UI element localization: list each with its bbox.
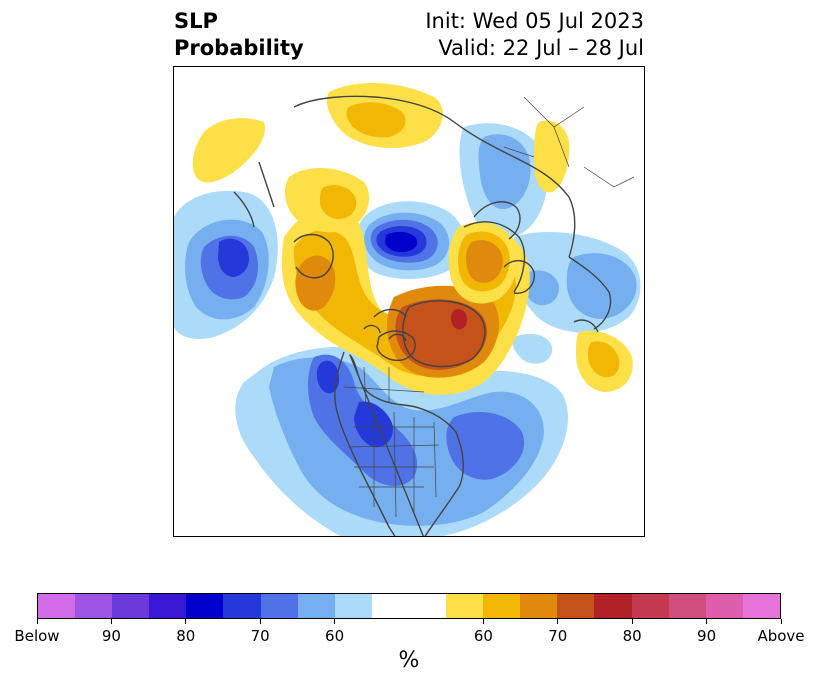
siberia-anomaly-60 xyxy=(346,102,406,138)
colorbar-tick-label: 60 xyxy=(325,627,345,645)
title-product: Probability xyxy=(174,36,304,60)
colorbar-segment xyxy=(186,594,224,618)
colorbar-segment xyxy=(557,594,595,618)
probability-colorbar xyxy=(37,593,781,619)
title-valid-range: Valid: 22 Jul – 28 Jul xyxy=(438,36,644,60)
scandinavia-coast xyxy=(473,201,535,294)
coastline-layer xyxy=(233,95,612,536)
europe-coast xyxy=(568,256,612,333)
colorbar-tick xyxy=(557,619,559,624)
colorbar-segment xyxy=(297,594,335,618)
europe-high-50 xyxy=(534,120,570,193)
colorbar-tick xyxy=(780,619,782,624)
map-canvas xyxy=(174,82,641,536)
colorbar-tick-label: 70 xyxy=(250,627,270,645)
atlantic-anomaly-70 xyxy=(446,412,525,480)
hudson-bay-coast xyxy=(376,330,416,362)
political-borders xyxy=(343,96,635,518)
colorbar-segment xyxy=(446,594,484,618)
colorbar-segment xyxy=(705,594,743,618)
colorbar-segment xyxy=(483,594,521,618)
map-title-left: SLP Probability xyxy=(174,8,304,62)
colorbar-segment xyxy=(594,594,632,618)
colorbar-tick-label: Below xyxy=(14,627,60,645)
colorbar-tick xyxy=(482,619,484,624)
scandinavia-anomaly-60 xyxy=(478,134,531,210)
colorbar-tick xyxy=(334,619,336,624)
colorbar-tick-label: 60 xyxy=(473,627,493,645)
atlantic-high-60 xyxy=(588,341,620,378)
kara-anomaly-70 xyxy=(466,240,503,283)
colorbar-tick-label: 80 xyxy=(622,627,642,645)
arctic-anomaly-90 xyxy=(385,231,418,253)
colorbar-tick-label: 80 xyxy=(176,627,196,645)
colorbar-segment xyxy=(260,594,298,618)
colorbar-tick xyxy=(631,619,633,624)
colorbar-tick-label: Above xyxy=(757,627,805,645)
colorbar-segment xyxy=(371,594,409,618)
pacific-high-50 xyxy=(192,118,265,183)
colorbar-segment xyxy=(149,594,187,618)
nw-pacific-anomaly-50 xyxy=(512,333,553,364)
alaska-anomaly-70 xyxy=(295,255,336,311)
greenland-anomaly-90 xyxy=(451,309,468,330)
colorbar-tick xyxy=(36,619,38,624)
colorbar-segment xyxy=(742,594,780,618)
east-siberia-anomaly-60 xyxy=(319,185,357,219)
colorbar-tick xyxy=(706,619,708,624)
colorbar-segment xyxy=(520,594,558,618)
eurasia-coast xyxy=(293,95,576,293)
colorbar-segment xyxy=(112,594,150,618)
eurasia-borders xyxy=(503,96,635,188)
colorbar-tick-label: 90 xyxy=(101,627,121,645)
alaska-coast xyxy=(293,233,334,279)
colorbar-segment xyxy=(75,594,113,618)
colorbar-segment xyxy=(223,594,261,618)
map-title-right: Init: Wed 05 Jul 2023 Valid: 22 Jul – 28… xyxy=(425,8,644,62)
colorbar-segment xyxy=(668,594,706,618)
title-init-date: Init: Wed 05 Jul 2023 xyxy=(425,9,644,33)
title-variable: SLP xyxy=(174,9,218,33)
greenland-coast xyxy=(402,300,486,368)
colorbar-segment xyxy=(334,594,372,618)
rockies-anomaly-80 xyxy=(316,360,340,394)
probability-map xyxy=(173,66,645,537)
canada-province-borders xyxy=(343,366,425,408)
colorbar-tick xyxy=(259,619,261,624)
us-state-borders xyxy=(348,411,440,518)
colorbar-tick-label: 70 xyxy=(548,627,568,645)
pacific-anomaly-80 xyxy=(218,238,250,277)
probability-fill-layer xyxy=(174,82,641,536)
kamchatka-coast xyxy=(233,161,275,228)
colorbar-tick-label: 90 xyxy=(697,627,717,645)
colorbar-segment xyxy=(408,594,447,618)
europe-anomaly-60 xyxy=(566,253,637,319)
north-america-coast xyxy=(334,351,464,536)
arctic-islands-coast xyxy=(363,308,407,342)
colorbar-tick xyxy=(185,619,187,624)
colorbar-tick xyxy=(110,619,112,624)
colorbar-unit-label: % xyxy=(398,648,420,673)
colorbar-segment xyxy=(631,594,669,618)
colorbar-segment xyxy=(38,594,76,618)
